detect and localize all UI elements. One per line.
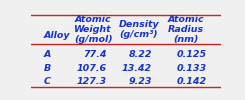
Text: B: B <box>44 64 51 73</box>
Text: 77.4: 77.4 <box>83 50 107 59</box>
Text: 8.22: 8.22 <box>129 50 152 59</box>
Text: A: A <box>44 50 51 59</box>
Text: 0.142: 0.142 <box>177 77 207 86</box>
Text: 127.3: 127.3 <box>76 77 107 86</box>
Text: Atomic
Radius
(nm): Atomic Radius (nm) <box>168 15 205 44</box>
Text: 107.6: 107.6 <box>76 64 107 73</box>
Text: 9.23: 9.23 <box>129 77 152 86</box>
Text: 0.133: 0.133 <box>177 64 207 73</box>
Text: Density
(g/cm³): Density (g/cm³) <box>119 20 159 39</box>
Text: 0.125: 0.125 <box>177 50 207 59</box>
Text: Atomic
Weight
(g/mol): Atomic Weight (g/mol) <box>74 15 113 44</box>
Text: Alloy: Alloy <box>44 32 71 40</box>
Text: C: C <box>44 77 51 86</box>
Text: 13.42: 13.42 <box>122 64 152 73</box>
